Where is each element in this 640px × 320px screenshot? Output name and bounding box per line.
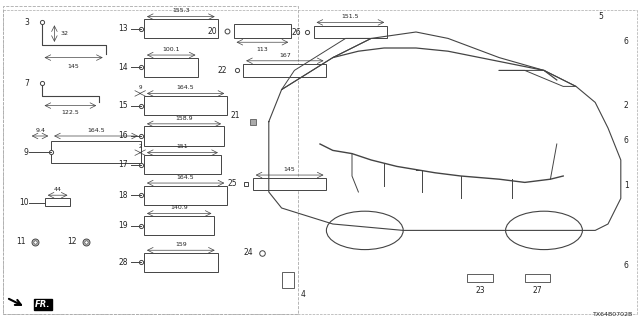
Text: 19: 19 — [118, 221, 128, 230]
Text: 164.5: 164.5 — [177, 175, 195, 180]
Text: 164.5: 164.5 — [177, 85, 195, 90]
Bar — [51, 141, 141, 163]
Text: 32: 32 — [61, 31, 69, 36]
Text: 4: 4 — [301, 290, 306, 299]
Text: 13: 13 — [118, 24, 128, 33]
Bar — [467, 274, 493, 282]
Text: 23: 23 — [475, 286, 485, 295]
Text: 1: 1 — [624, 181, 628, 190]
Bar — [144, 253, 218, 272]
Bar — [144, 216, 214, 235]
Text: 100.1: 100.1 — [163, 47, 180, 52]
Bar — [144, 155, 221, 174]
Bar — [253, 178, 326, 190]
Text: 122.5: 122.5 — [61, 110, 79, 116]
Text: 22: 22 — [218, 66, 227, 75]
Text: 159: 159 — [175, 242, 187, 247]
Text: 25: 25 — [227, 180, 237, 188]
Text: 151.5: 151.5 — [342, 14, 359, 19]
Bar — [144, 19, 218, 38]
Text: 145: 145 — [284, 167, 296, 172]
Text: 6: 6 — [624, 136, 629, 145]
Text: 9.4: 9.4 — [35, 128, 45, 133]
Bar — [234, 24, 291, 38]
Text: FR.: FR. — [35, 300, 51, 309]
Text: 158.9: 158.9 — [175, 116, 193, 121]
Text: 140.9: 140.9 — [170, 205, 188, 210]
Text: 12: 12 — [67, 237, 77, 246]
Text: 2: 2 — [138, 144, 142, 149]
Bar — [144, 96, 227, 115]
Text: 26: 26 — [291, 28, 301, 36]
Text: 113: 113 — [257, 47, 268, 52]
Bar — [525, 274, 550, 282]
Text: 10: 10 — [19, 198, 29, 207]
Text: 11: 11 — [16, 237, 26, 246]
Bar — [3, 6, 298, 314]
Bar — [144, 186, 227, 205]
Text: 167: 167 — [279, 52, 291, 58]
Bar — [144, 126, 224, 146]
Text: 14: 14 — [118, 63, 128, 72]
Text: 18: 18 — [118, 191, 128, 200]
Text: 164.5: 164.5 — [87, 128, 105, 133]
Bar — [45, 198, 70, 206]
Bar — [314, 26, 387, 38]
Text: 17: 17 — [118, 160, 128, 169]
Text: 20: 20 — [208, 27, 218, 36]
Text: 44: 44 — [54, 187, 61, 192]
Text: 6: 6 — [624, 261, 629, 270]
Text: 5: 5 — [598, 12, 604, 20]
Text: 7: 7 — [24, 79, 29, 88]
Text: 24: 24 — [243, 248, 253, 257]
Text: 9: 9 — [138, 85, 142, 90]
Text: 15: 15 — [118, 101, 128, 110]
Text: 155.3: 155.3 — [172, 8, 189, 13]
Text: 28: 28 — [118, 258, 128, 267]
Text: 21: 21 — [230, 111, 240, 120]
Text: 27: 27 — [532, 286, 543, 295]
Text: TX64B0702B: TX64B0702B — [593, 312, 634, 317]
Bar — [282, 272, 294, 288]
Text: 6: 6 — [624, 37, 629, 46]
Text: 2: 2 — [624, 101, 628, 110]
Text: 9: 9 — [24, 148, 29, 156]
Bar — [243, 64, 326, 77]
Bar — [144, 58, 198, 77]
Text: 16: 16 — [118, 132, 128, 140]
Text: 3: 3 — [24, 18, 29, 27]
Text: 145: 145 — [68, 64, 79, 69]
Text: 151: 151 — [177, 144, 188, 149]
